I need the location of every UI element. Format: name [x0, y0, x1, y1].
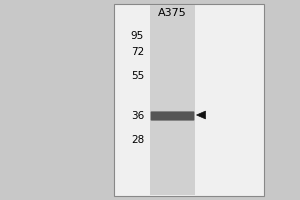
Text: 55: 55	[131, 71, 144, 81]
Text: 36: 36	[131, 111, 144, 121]
Bar	[114, 4, 264, 196]
Text: 72: 72	[131, 47, 144, 57]
Text: A375: A375	[158, 8, 187, 18]
Polygon shape	[196, 111, 206, 119]
Text: 95: 95	[131, 31, 144, 41]
FancyBboxPatch shape	[151, 111, 194, 121]
Bar	[150, 5, 195, 195]
Text: 28: 28	[131, 135, 144, 145]
